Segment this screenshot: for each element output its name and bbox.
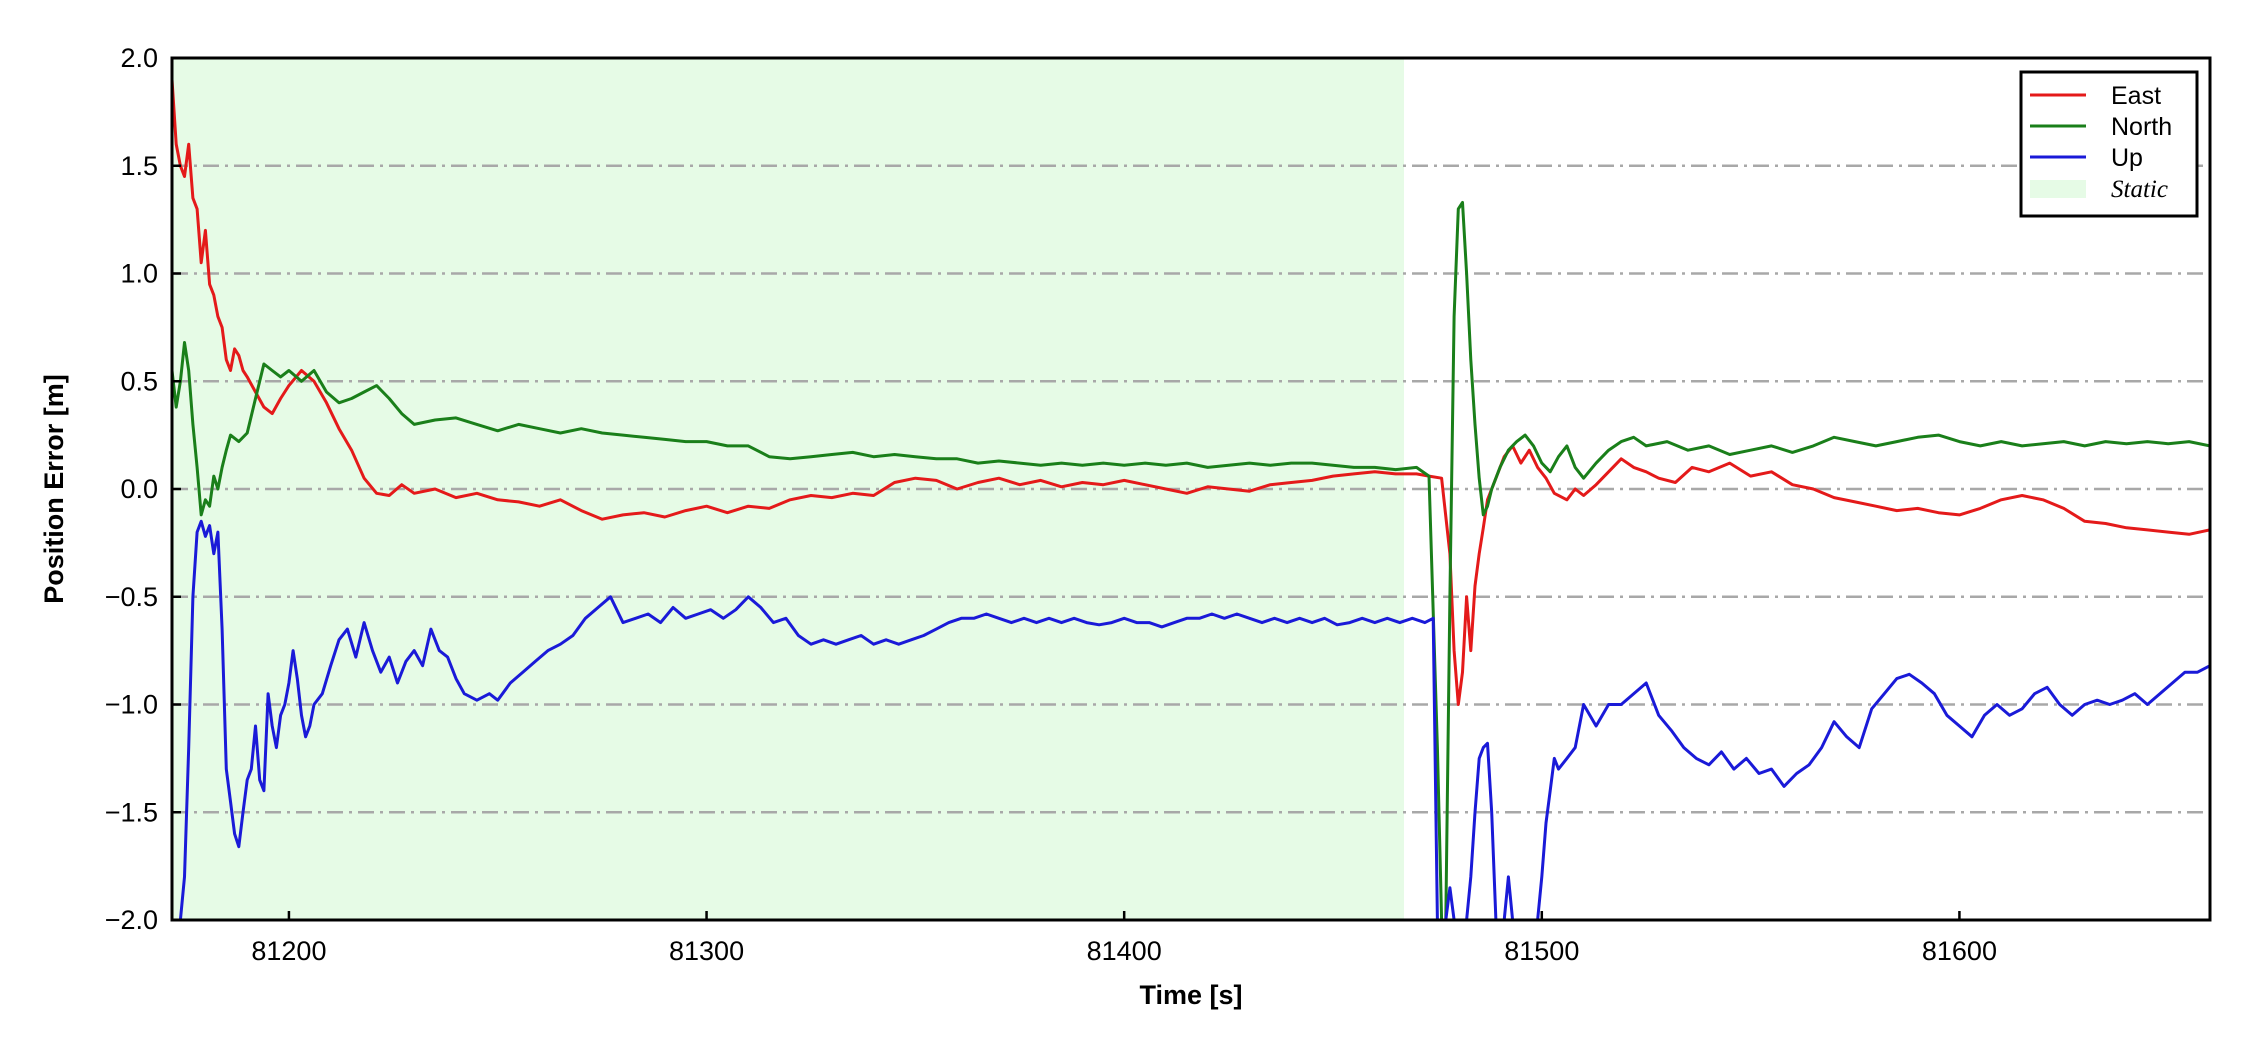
x-axis-title: Time [s]: [1139, 980, 1242, 1010]
legend-static-swatch: [2030, 180, 2086, 198]
x-tick-label: 81400: [1087, 936, 1162, 966]
x-tick-label: 81600: [1922, 936, 1997, 966]
y-tick-label: 0.5: [120, 366, 158, 396]
y-tick-label: −1.5: [105, 797, 158, 827]
x-tick-label: 81500: [1504, 936, 1579, 966]
y-tick-label: 0.0: [120, 474, 158, 504]
legend-north-label: North: [2111, 113, 2172, 141]
grid-lines: [172, 164, 2210, 814]
y-tick-label: −0.5: [105, 582, 158, 612]
legend-up-label: Up: [2111, 144, 2143, 172]
axis-ticks: −2.0 −1.5 −1.0 −0.5 0.0 0.5 1.0 1.5 2.0 81200 8130…: [105, 43, 1997, 966]
series-lines: [172, 79, 2210, 920]
legend-east-label: East: [2111, 82, 2161, 110]
legend-static-label: Static: [2111, 176, 2168, 203]
series-line-up: [178, 519, 2210, 920]
y-tick-label: 1.5: [120, 151, 158, 181]
y-tick-label: −2.0: [105, 905, 158, 935]
x-tick-label: 81300: [669, 936, 744, 966]
y-axis-title: Position Error [m]: [39, 374, 69, 604]
y-tick-label: 1.0: [120, 259, 158, 289]
y-tick-label: −1.0: [105, 690, 158, 720]
series-line-east: [172, 79, 2210, 706]
series-line-north: [172, 200, 2210, 920]
legend: East North Up Static: [2019, 70, 2199, 218]
x-tick-label: 81200: [251, 936, 326, 966]
y-tick-label: 2.0: [120, 43, 158, 73]
